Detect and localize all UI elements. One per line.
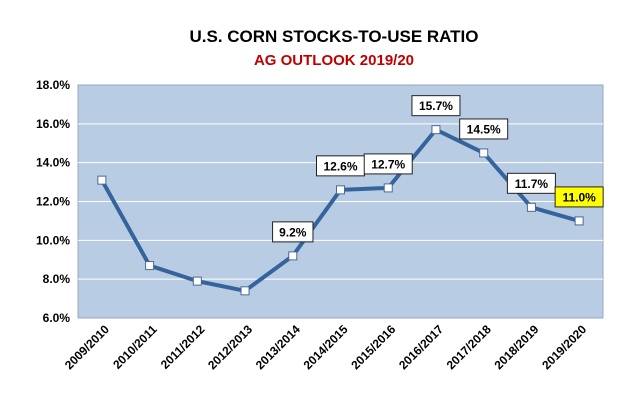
data-point [240, 286, 250, 296]
data-point [431, 125, 441, 135]
data-label: 9.2% [272, 221, 314, 243]
y-tick-label: 18.0% [36, 78, 70, 92]
data-label-box [554, 186, 604, 208]
data-point [97, 175, 107, 185]
data-label-text: 12.7% [371, 157, 405, 171]
data-point [574, 216, 584, 226]
data-label: 11.0% [554, 186, 604, 208]
data-label-box [363, 153, 413, 175]
x-tick-label: 2016/2017 [396, 322, 446, 372]
data-point [336, 185, 345, 195]
data-label-text: 11.7% [515, 177, 549, 191]
x-tick-label: 2013/2014 [253, 322, 303, 372]
data-label-text: 14.5% [467, 122, 501, 136]
y-tick-label: 16.0% [36, 117, 70, 131]
data-point [383, 183, 393, 193]
data-label-text: 9.2% [279, 225, 307, 239]
chart-subtitle: AG OUTLOOK 2019/20 [254, 52, 414, 69]
data-point [288, 251, 298, 261]
gridlines [78, 123, 603, 280]
x-tick-label: 2015/2016 [348, 322, 398, 372]
data-point [192, 276, 202, 286]
x-axis-ticks: 2009/20102010/20112011/20122012/20132013… [62, 322, 590, 372]
x-tick-label: 2019/2020 [539, 322, 589, 372]
data-label: 12.7% [363, 153, 413, 175]
x-tick-label: 2009/2010 [62, 322, 112, 372]
data-series [97, 125, 584, 296]
chart-title: U.S. CORN STOCKS-TO-USE RATIO [189, 27, 478, 46]
data-label-box [272, 221, 314, 243]
data-labels: 9.2% 12.6% 12.7% 15.7% 14.5% 11.7% 11.0% [272, 95, 604, 243]
y-axis-ticks: 6.0% 8.0% 10.0% 12.0% 14.0% 16.0% 18.0% [36, 78, 70, 325]
y-tick-label: 8.0% [43, 272, 71, 286]
x-tick-label: 2014/2015 [301, 322, 351, 372]
data-point [145, 261, 155, 271]
y-tick-label: 12.0% [36, 195, 70, 209]
data-label-text: 11.0% [562, 190, 596, 204]
y-tick-label: 6.0% [43, 311, 71, 325]
data-point [479, 148, 489, 158]
data-label: 15.7% [411, 95, 461, 117]
x-tick-label: 2011/2012 [158, 322, 208, 372]
data-label: 14.5% [459, 118, 509, 140]
data-point [526, 202, 536, 212]
data-label: 11.7% [506, 172, 556, 194]
y-tick-label: 10.0% [36, 233, 70, 247]
x-tick-label: 2010/2011 [110, 322, 160, 372]
data-label: 12.6% [316, 155, 365, 177]
data-label-box [506, 172, 556, 194]
data-label-box [411, 95, 461, 117]
x-tick-label: 2018/2019 [492, 322, 542, 372]
data-label-text: 15.7% [419, 99, 453, 113]
x-tick-label: 2017/2018 [444, 322, 494, 372]
data-label-box [459, 118, 509, 140]
x-tick-label: 2012/2013 [205, 322, 255, 372]
data-label-text: 12.6% [323, 159, 357, 173]
y-tick-label: 14.0% [36, 156, 70, 170]
